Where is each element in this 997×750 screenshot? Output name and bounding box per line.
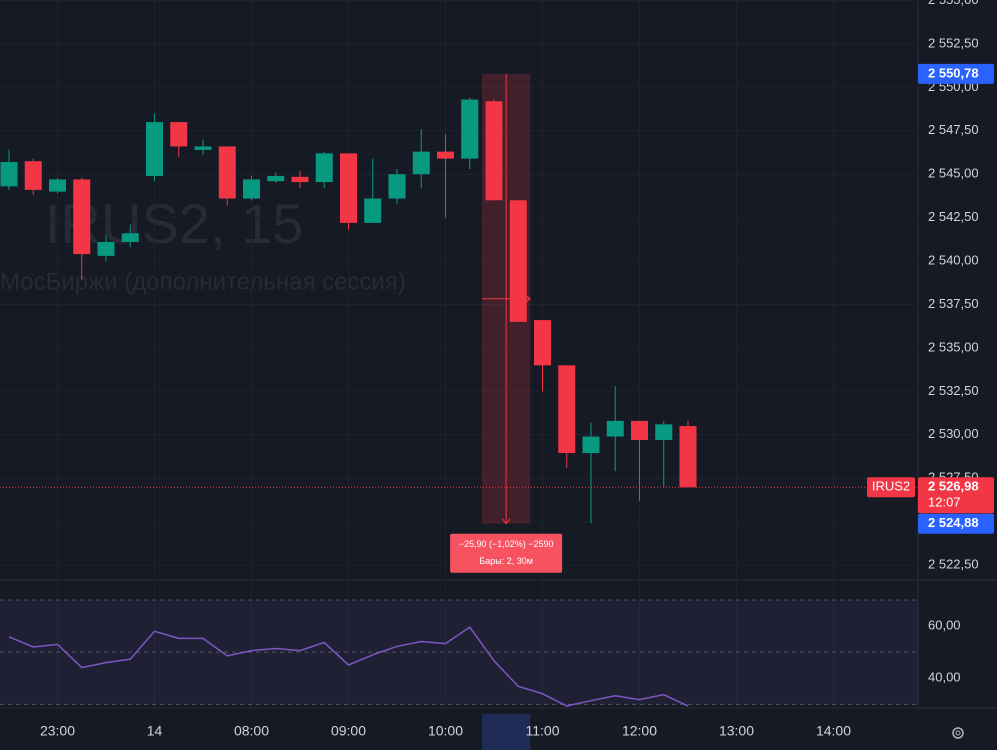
measure-text: −25,90 (−1,02%) −2590	[459, 539, 554, 549]
y-tick-label: 2 535,00	[928, 339, 979, 354]
y-tick-label: 40,00	[928, 670, 961, 685]
symbol-tag-box	[867, 477, 915, 498]
last-price-box	[918, 477, 994, 514]
candle-body	[218, 146, 236, 199]
y-tick-label: 2 542,50	[928, 209, 979, 224]
x-tick-label: 12:00	[622, 723, 657, 739]
measure-price-label: 2 524,88	[928, 515, 979, 530]
gear-hole	[955, 730, 961, 736]
candle-body	[461, 99, 479, 159]
settings-icon[interactable]	[952, 727, 964, 739]
x-tick-label: 09:00	[331, 723, 366, 739]
measure-price-box	[918, 513, 994, 534]
candle-body	[170, 122, 188, 147]
candle-body	[49, 179, 66, 192]
y-tick-label: 60,00	[928, 618, 961, 633]
y-tick-label: 2 545,00	[928, 166, 979, 181]
candle-body	[146, 122, 163, 176]
y-tick-label: 2 532,50	[928, 383, 979, 398]
candle-body	[291, 176, 309, 183]
y-tick-label: 2 530,00	[928, 426, 979, 441]
candle-body	[388, 174, 406, 199]
measure-label-box	[450, 533, 563, 573]
y-tick-label: 2 537,50	[928, 296, 979, 311]
rsi-line	[8, 626, 689, 707]
candle-body	[121, 233, 139, 242]
candle-body	[509, 200, 527, 322]
candle-body	[0, 162, 18, 187]
measure-price-label: 2 550,78	[928, 65, 979, 80]
watermark-sub: МосБиржи (дополнительная сессия)	[0, 268, 406, 295]
measure-text2: Бары: 2, 30м	[479, 556, 533, 566]
candle-body	[73, 179, 91, 255]
candle-body	[194, 146, 212, 150]
x-tick-label: 11:00	[526, 723, 560, 739]
gear	[952, 727, 964, 739]
candle-body	[534, 320, 551, 366]
candle-body	[97, 241, 115, 256]
candle-body	[631, 420, 648, 440]
measure-arrowhead	[524, 294, 532, 304]
x-tick-label: 13:00	[719, 723, 754, 739]
y-tick-label: 2 547,50	[928, 122, 979, 137]
x-tick-label: 10:00	[428, 723, 463, 739]
y-tick-label: 2 555,00	[928, 0, 979, 7]
candle-body	[582, 436, 600, 454]
candle-body	[679, 426, 697, 488]
x-tick-label: 14	[147, 723, 163, 739]
symbol-tag: IRUS2	[872, 479, 910, 494]
y-tick-label: 2 522,50	[928, 556, 979, 571]
x-tick-label: 08:00	[234, 723, 269, 739]
candle-body	[655, 424, 673, 440]
candle-body	[267, 175, 285, 182]
y-tick-label: 2 552,50	[928, 35, 979, 50]
candle-body	[315, 153, 333, 183]
candle-body	[485, 101, 503, 201]
candle-body	[24, 161, 42, 190]
x-tick-label: 23:00	[40, 723, 75, 739]
last-price-label: 2 526,98	[928, 479, 979, 494]
measure-arrowhead	[501, 518, 511, 525]
candle-body	[340, 153, 357, 223]
x-tick-label: 14:00	[816, 723, 851, 739]
candle-body	[243, 179, 260, 199]
candle-body	[364, 198, 382, 223]
y-tick-label: 2 540,00	[928, 253, 979, 268]
candle-body	[412, 151, 430, 175]
candle-body	[437, 151, 454, 159]
countdown: 12:07	[928, 495, 961, 510]
candle-body	[558, 365, 576, 454]
time-range-highlight	[482, 714, 531, 750]
candle-body	[606, 420, 624, 437]
measure-price-box	[918, 63, 994, 84]
